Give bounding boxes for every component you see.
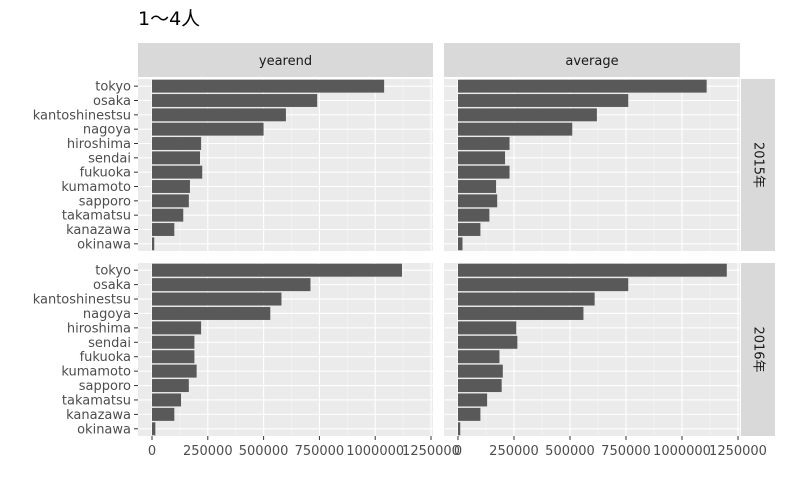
bar-kanazawa-yearend-0 — [152, 223, 175, 236]
bar-okinawa-average-1 — [458, 422, 461, 436]
bar-okinawa-average-0 — [458, 237, 463, 251]
y-tick-label-kumamoto: kumamoto — [61, 180, 131, 195]
y-tick-label-fukuoka: fukuoka — [80, 350, 131, 365]
bar-kumamoto-average-1 — [458, 364, 503, 378]
bar-tokyo-yearend-1 — [152, 263, 402, 277]
bar-osaka-yearend-1 — [152, 278, 311, 292]
bar-nagoya-average-0 — [458, 122, 573, 136]
bar-kantoshinestsu-average-1 — [458, 292, 595, 306]
bar-kanazawa-average-0 — [458, 223, 481, 236]
y-tick-label-kantoshinestsu: kantoshinestsu — [33, 108, 131, 123]
y-tick-label-takamatsu: takamatsu — [62, 209, 131, 224]
bar-kanazawa-average-1 — [458, 407, 481, 421]
bar-hiroshima-yearend-1 — [152, 321, 202, 335]
bar-nagoya-average-1 — [458, 306, 584, 320]
y-tick-label-kumamoto: kumamoto — [61, 365, 131, 380]
bar-kantoshinestsu-yearend-0 — [152, 108, 286, 122]
chart-title: 1～4人 — [138, 8, 201, 30]
bar-fukuoka-yearend-0 — [152, 165, 203, 179]
panel-yearend-0 — [138, 79, 433, 251]
bar-hiroshima-yearend-0 — [152, 137, 202, 150]
bar-nagoya-yearend-1 — [152, 306, 271, 320]
x-tick-label: 500000 — [545, 444, 595, 459]
bar-okinawa-yearend-1 — [152, 422, 156, 436]
bar-osaka-yearend-0 — [152, 94, 318, 107]
x-tick-label: 1000000 — [653, 444, 711, 459]
bar-sapporo-yearend-1 — [152, 379, 189, 393]
x-tick-label: 0 — [454, 444, 462, 459]
x-tick-label: 1250000 — [402, 444, 460, 459]
y-tick-label-kanazawa: kanazawa — [66, 223, 131, 238]
y-tick-label-okinawa: okinawa — [77, 422, 131, 437]
y-tick-label-fukuoka: fukuoka — [80, 166, 131, 181]
strip-row-0 — [741, 79, 775, 251]
y-tick-label-kanazawa: kanazawa — [66, 408, 131, 423]
bar-sapporo-average-1 — [458, 379, 502, 393]
bar-takamatsu-average-1 — [458, 393, 488, 407]
y-tick-label-hiroshima: hiroshima — [67, 321, 131, 336]
bar-takamatsu-yearend-0 — [152, 208, 184, 222]
x-tick-label: 0 — [148, 444, 156, 459]
strip-label-yearend: yearend — [259, 54, 312, 69]
y-tick-label-okinawa: okinawa — [77, 237, 131, 252]
bar-tokyo-average-0 — [458, 79, 707, 93]
bar-fukuoka-yearend-1 — [152, 350, 195, 364]
bar-okinawa-yearend-0 — [152, 237, 155, 251]
y-tick-label-takamatsu: takamatsu — [62, 393, 131, 408]
bar-hiroshima-average-1 — [458, 321, 517, 335]
bar-kumamoto-yearend-1 — [152, 364, 197, 378]
bar-sapporo-average-0 — [458, 194, 498, 208]
bar-sapporo-yearend-0 — [152, 194, 189, 208]
bar-sendai-yearend-1 — [152, 335, 195, 349]
y-tick-label-sendai: sendai — [88, 336, 131, 351]
y-tick-label-osaka: osaka — [93, 278, 131, 293]
y-tick-label-sapporo: sapporo — [79, 379, 131, 394]
panel-yearend-1 — [138, 263, 433, 436]
x-tick-label: 250000 — [183, 444, 233, 459]
bar-sendai-average-0 — [458, 151, 506, 165]
bar-kantoshinestsu-average-0 — [458, 108, 597, 122]
x-tick-label: 250000 — [489, 444, 539, 459]
bar-kanazawa-yearend-1 — [152, 407, 175, 421]
bar-kumamoto-yearend-0 — [152, 180, 190, 193]
bar-osaka-average-1 — [458, 278, 629, 292]
strip-label-row-0: 2015年 — [751, 142, 766, 188]
panel-average-1 — [444, 263, 740, 436]
bar-kumamoto-average-0 — [458, 180, 497, 193]
x-tick-label: 500000 — [239, 444, 289, 459]
bar-fukuoka-average-1 — [458, 350, 500, 364]
y-tick-label-kantoshinestsu: kantoshinestsu — [33, 293, 131, 308]
bar-takamatsu-average-0 — [458, 208, 490, 222]
y-tick-label-osaka: osaka — [93, 94, 131, 109]
x-tick-label: 1000000 — [346, 444, 404, 459]
strip-yearend — [138, 43, 433, 77]
bar-tokyo-average-1 — [458, 263, 727, 277]
bar-sendai-average-1 — [458, 335, 518, 349]
strip-label-average: average — [565, 54, 618, 69]
y-tick-label-nagoya: nagoya — [83, 123, 131, 138]
y-tick-label-hiroshima: hiroshima — [67, 137, 131, 152]
bar-takamatsu-yearend-1 — [152, 393, 182, 407]
bar-hiroshima-average-0 — [458, 137, 510, 150]
bar-nagoya-yearend-0 — [152, 122, 264, 136]
bar-osaka-average-0 — [458, 94, 629, 107]
bar-kantoshinestsu-yearend-1 — [152, 292, 282, 306]
bar-sendai-yearend-0 — [152, 151, 200, 165]
bar-fukuoka-average-0 — [458, 165, 510, 179]
x-tick-label: 1250000 — [709, 444, 767, 459]
y-tick-label-sendai: sendai — [88, 151, 131, 166]
strip-row-1 — [741, 263, 775, 436]
x-tick-label: 750000 — [601, 444, 651, 459]
y-tick-label-sapporo: sapporo — [79, 194, 131, 209]
y-tick-label-nagoya: nagoya — [83, 307, 131, 322]
strip-label-row-1: 2016年 — [751, 326, 766, 372]
y-tick-label-tokyo: tokyo — [95, 80, 131, 95]
panel-average-0 — [444, 79, 740, 251]
strip-average — [444, 43, 740, 77]
x-tick-label: 750000 — [295, 444, 345, 459]
y-tick-label-tokyo: tokyo — [95, 264, 131, 279]
bar-tokyo-yearend-0 — [152, 79, 385, 93]
